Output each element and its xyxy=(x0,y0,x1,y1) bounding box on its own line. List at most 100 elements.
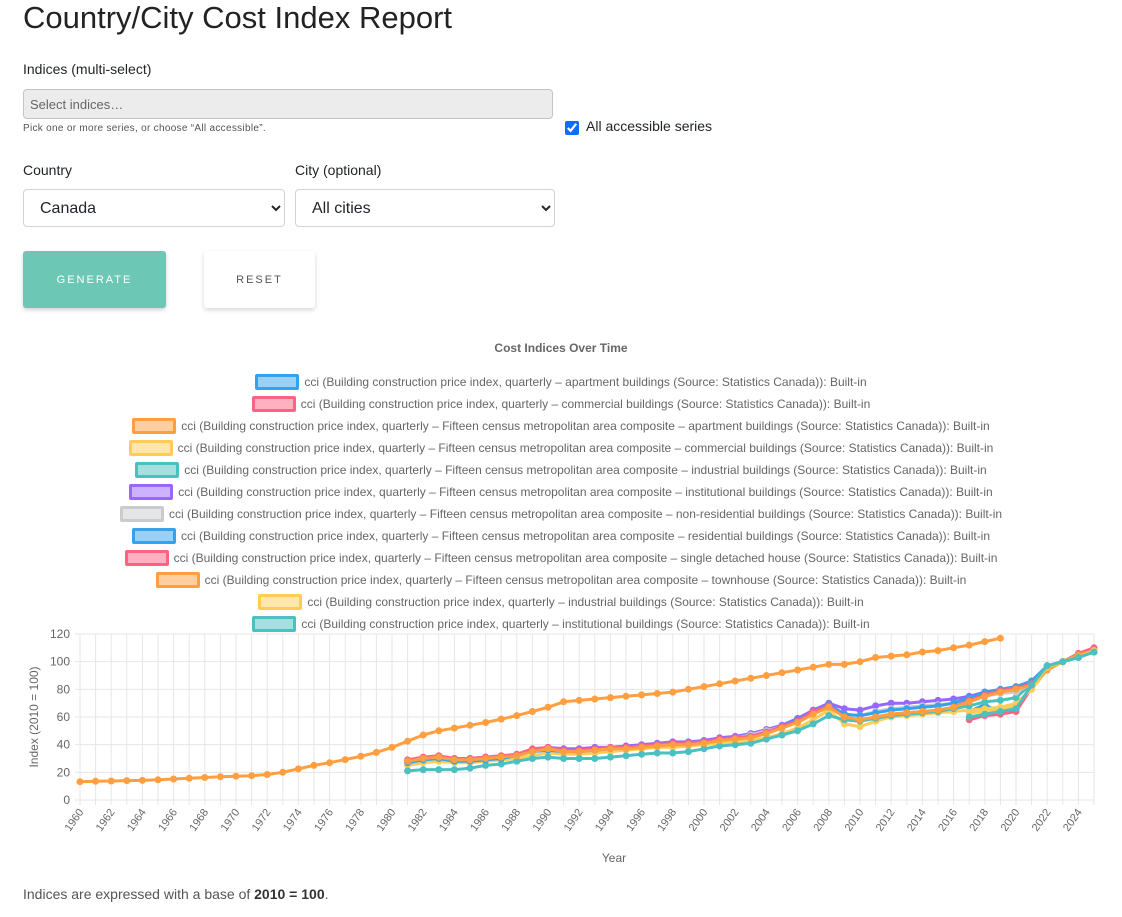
data-point xyxy=(981,710,989,718)
data-point xyxy=(669,749,677,757)
data-point xyxy=(700,739,708,747)
x-tick-label: 2014 xyxy=(905,807,929,834)
page-title: Country/City Cost Index Report xyxy=(23,0,453,35)
data-point xyxy=(653,690,661,697)
legend-item[interactable]: cci (Building construction price index, … xyxy=(0,614,1122,634)
data-point xyxy=(404,767,412,775)
indices-multiselect-input[interactable] xyxy=(23,89,553,119)
x-tick-label: 2018 xyxy=(967,807,991,834)
data-point xyxy=(950,703,958,711)
data-point xyxy=(778,731,786,739)
data-point xyxy=(762,672,770,679)
legend-label: cci (Building construction price index, … xyxy=(177,441,994,455)
legend-label: cci (Building construction price index, … xyxy=(180,529,991,543)
all-accessible-checkbox[interactable] xyxy=(565,121,579,135)
data-point xyxy=(950,644,958,652)
y-tick-label: 100 xyxy=(50,655,70,669)
data-point xyxy=(341,756,349,764)
legend-item[interactable]: cci (Building construction price index, … xyxy=(0,570,1122,590)
data-point xyxy=(450,724,458,732)
footnote-prefix: Indices are expressed with a base of xyxy=(23,886,255,902)
generate-button[interactable]: GENERATE xyxy=(23,251,166,308)
data-point xyxy=(591,746,599,754)
data-point xyxy=(1090,648,1098,656)
data-point xyxy=(716,737,724,744)
legend-item[interactable]: cci (Building construction price index, … xyxy=(0,592,1122,612)
data-point xyxy=(513,757,521,765)
data-point xyxy=(778,724,786,732)
legend-item[interactable]: cci (Building construction price index, … xyxy=(0,394,1122,414)
data-point xyxy=(622,692,630,700)
legend-label: cci (Building construction price index, … xyxy=(168,507,1003,521)
all-accessible-label[interactable]: All accessible series xyxy=(586,118,713,134)
data-point xyxy=(388,743,396,751)
data-point xyxy=(528,748,536,756)
data-point xyxy=(248,772,256,780)
data-point xyxy=(497,715,505,723)
city-label: City (optional) xyxy=(295,162,382,178)
data-point xyxy=(918,708,926,715)
y-tick-label: 60 xyxy=(57,710,71,724)
x-tick-label: 1966 xyxy=(156,807,180,834)
cost-index-line-chart: 0 20 40 60 80 100 120 1960 1962 1964 1966 1968 1970 1… xyxy=(27,627,1098,865)
legend-item[interactable]: cci (Building construction price index, … xyxy=(0,482,1122,502)
data-point xyxy=(996,634,1004,642)
x-tick-label: 1974 xyxy=(281,807,305,834)
data-point xyxy=(1028,681,1036,689)
data-point xyxy=(606,753,614,761)
legend-swatch xyxy=(124,550,169,566)
data-point xyxy=(450,766,458,774)
legend-item[interactable]: cci (Building construction price index, … xyxy=(0,372,1122,392)
legend-item[interactable]: cci (Building construction price index, … xyxy=(0,526,1122,546)
legend-item[interactable]: cci (Building construction price index, … xyxy=(0,548,1122,568)
data-point xyxy=(326,759,334,767)
legend-swatch xyxy=(119,506,164,522)
data-point xyxy=(528,755,536,762)
data-point xyxy=(1012,705,1020,713)
data-point xyxy=(856,658,864,666)
data-point xyxy=(185,774,193,782)
data-point xyxy=(840,660,848,668)
data-point xyxy=(684,748,692,756)
data-point xyxy=(419,755,427,762)
legend-item[interactable]: cci (Building construction price index, … xyxy=(0,416,1122,436)
x-tick-label: 2012 xyxy=(874,807,898,834)
data-point xyxy=(840,713,848,721)
data-point xyxy=(638,750,646,758)
data-point xyxy=(575,755,583,762)
legend-swatch xyxy=(129,484,174,500)
chart-title: Cost Indices Over Time xyxy=(494,341,628,355)
data-point xyxy=(965,713,973,721)
legend-swatch xyxy=(251,396,296,412)
legend-label: cci (Building construction price index, … xyxy=(300,397,871,411)
legend-item[interactable]: cci (Building construction price index, … xyxy=(0,460,1122,480)
data-point xyxy=(981,638,989,646)
data-point xyxy=(684,685,692,693)
legend-label: cci (Building construction price index, … xyxy=(304,375,867,389)
data-point xyxy=(544,753,552,761)
data-point xyxy=(747,674,755,682)
reset-button[interactable]: RESET xyxy=(204,251,315,308)
data-point xyxy=(591,695,599,703)
y-tick-label: 40 xyxy=(57,738,71,752)
data-point xyxy=(825,712,833,720)
city-select[interactable]: All cities xyxy=(295,189,555,227)
data-point xyxy=(809,710,817,718)
data-point xyxy=(107,777,115,785)
data-point xyxy=(435,753,443,761)
data-point xyxy=(934,647,942,655)
data-point xyxy=(887,652,895,660)
legend-item[interactable]: cci (Building construction price index, … xyxy=(0,438,1122,458)
x-tick-label: 1998 xyxy=(655,807,679,834)
data-point xyxy=(294,765,302,773)
legend-swatch xyxy=(132,418,177,434)
x-tick-label: 1970 xyxy=(219,807,243,834)
data-point xyxy=(201,774,209,781)
legend-item[interactable]: cci (Building construction price index, … xyxy=(0,504,1122,524)
y-tick-label: 0 xyxy=(63,793,70,807)
country-select[interactable]: Canada xyxy=(23,189,285,227)
data-point xyxy=(466,721,474,729)
x-tick-label: 1982 xyxy=(406,807,430,834)
x-tick-label: 2004 xyxy=(749,807,773,834)
x-tick-label: 1996 xyxy=(624,807,648,834)
